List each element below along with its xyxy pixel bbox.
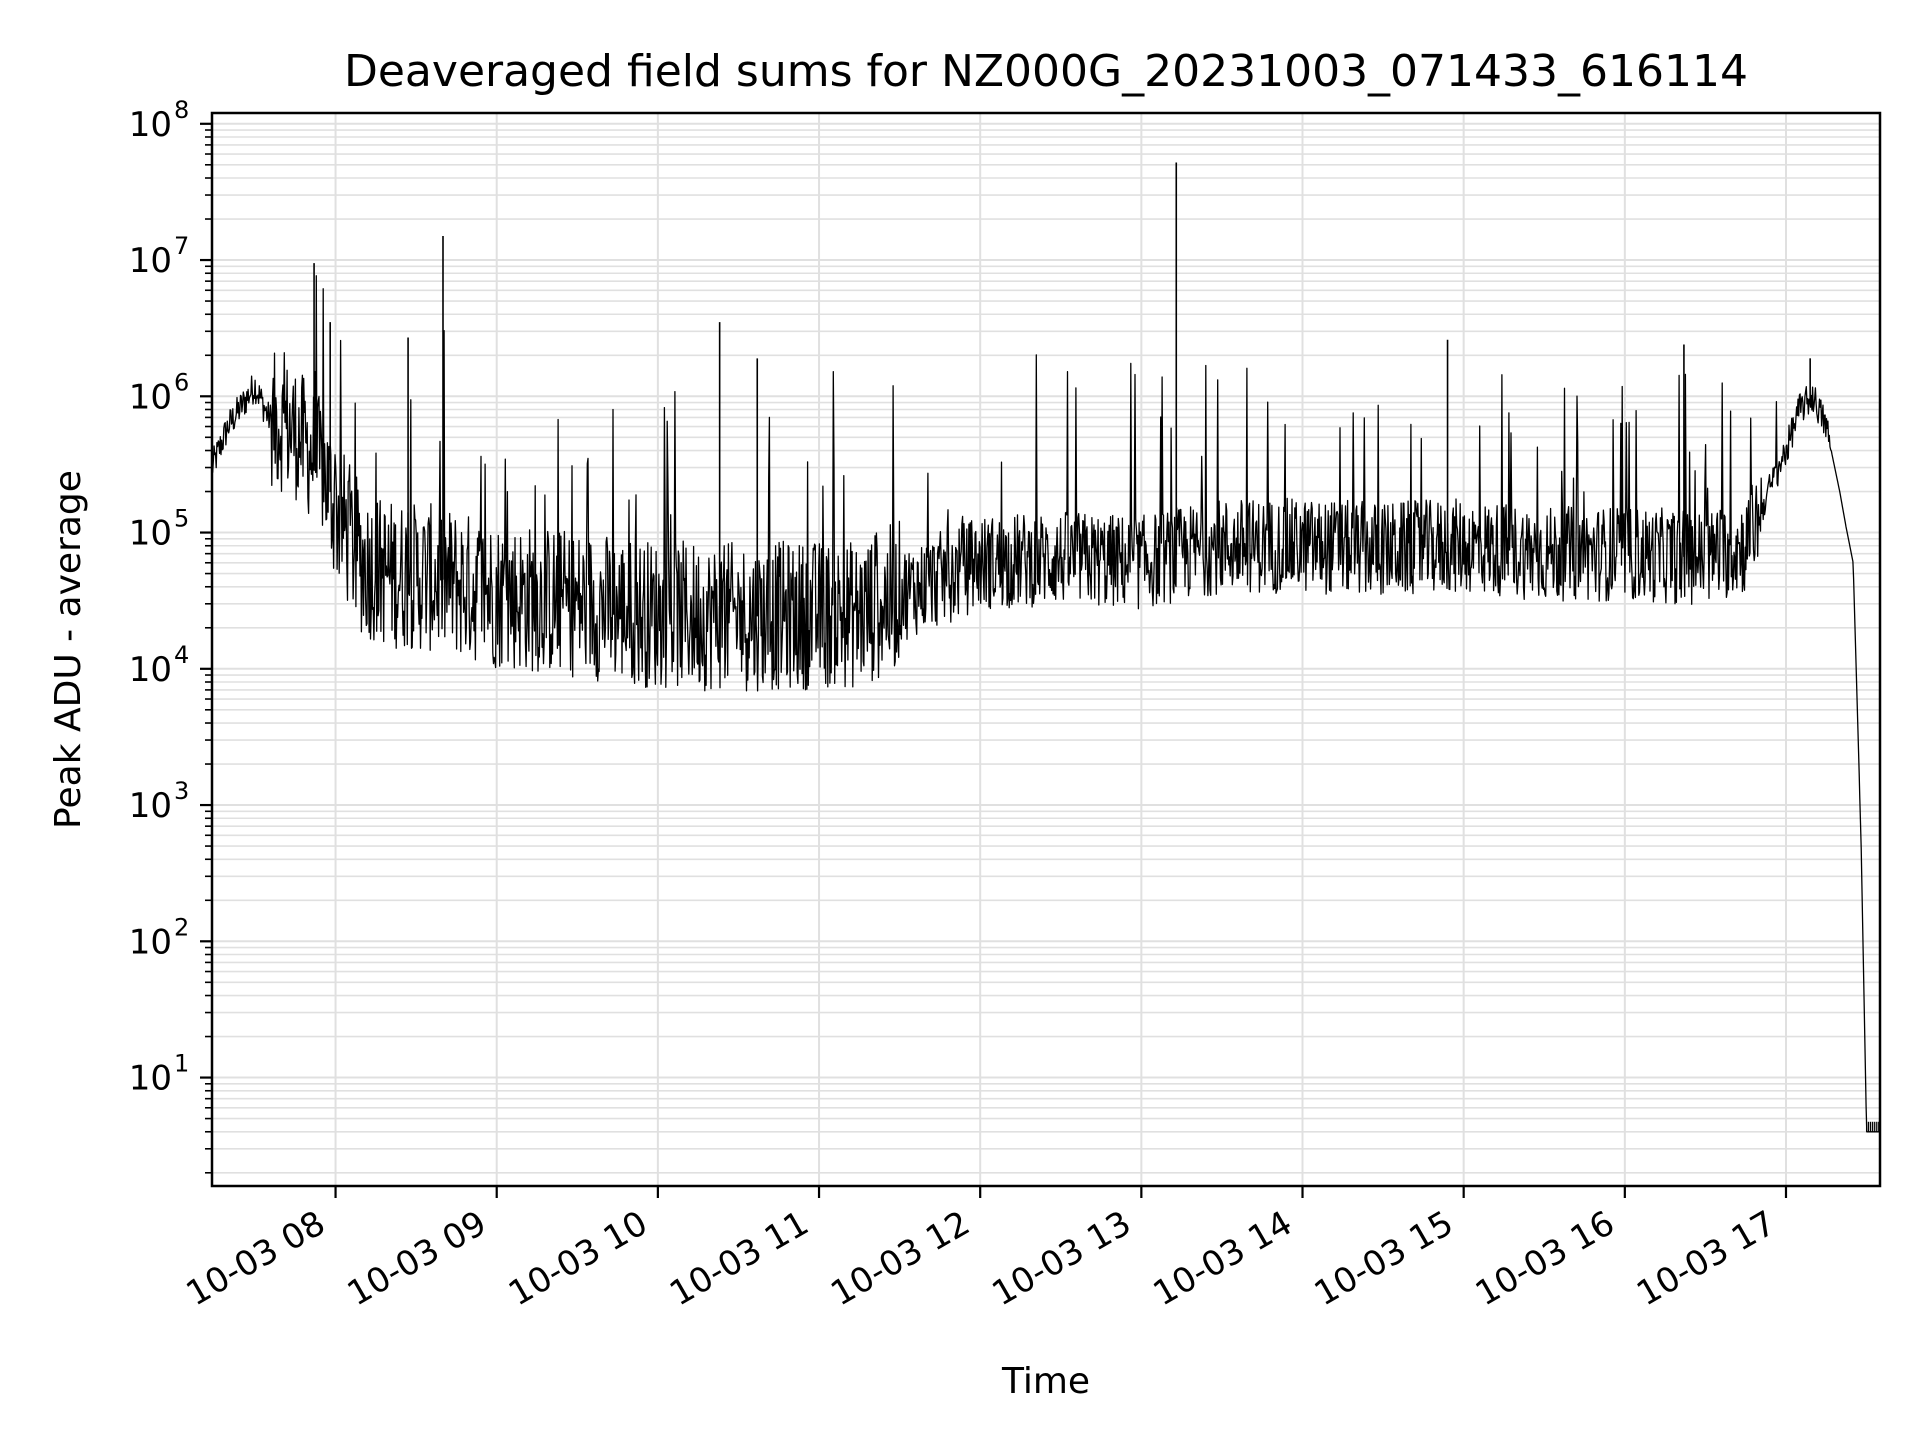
y-tick-label: 10 — [129, 377, 172, 417]
y-tick-label: 10 — [129, 105, 172, 145]
plot-area-frame — [210, 111, 1882, 1188]
chart-title: Deaveraged field sums for NZ000G_2023100… — [344, 46, 1748, 97]
x-tick-label: 10-03 11 — [663, 1203, 815, 1314]
y-tick-label: 10 — [129, 922, 172, 962]
x-tick-label: 10-03 14 — [1147, 1203, 1299, 1314]
x-tick-label: 10-03 17 — [1630, 1203, 1782, 1314]
data-series — [211, 162, 1880, 1133]
y-tick-exponent: 1 — [174, 1050, 189, 1078]
y-tick-exponent: 5 — [174, 505, 189, 533]
x-tick-label: 10-03 08 — [180, 1203, 332, 1314]
y-tick-exponent: 3 — [174, 777, 189, 805]
y-tick-label: 10 — [129, 1059, 172, 1099]
x-tick-label: 10-03 16 — [1469, 1203, 1621, 1314]
x-tick-label: 10-03 15 — [1308, 1203, 1460, 1314]
x-tick-label: 10-03 13 — [985, 1203, 1137, 1314]
x-tick-label: 10-03 09 — [341, 1203, 493, 1314]
x-axis: 10-03 08 10-03 09 10-03 10 10-03 11 10-03 12… — [180, 1186, 1788, 1314]
y-tick-label: 10 — [129, 241, 172, 281]
series-line — [211, 275, 1880, 1133]
y-tick-exponent: 2 — [174, 913, 189, 941]
y-axis-label: Peak ADU - average — [48, 470, 89, 829]
x-tick-label: 10-03 12 — [824, 1203, 976, 1314]
y-tick-label: 10 — [129, 650, 172, 690]
y-tick-exponent: 6 — [174, 368, 189, 396]
y-tick-exponent: 4 — [174, 641, 189, 669]
y-tick-label: 10 — [129, 514, 172, 554]
y-tick-label: 10 — [129, 786, 172, 826]
x-axis-label: Time — [1001, 1361, 1090, 1402]
x-tick-label: 10-03 10 — [502, 1203, 654, 1314]
grid-lines — [212, 113, 1880, 1186]
y-tick-exponent: 8 — [174, 96, 189, 124]
y-tick-exponent: 7 — [174, 232, 189, 260]
